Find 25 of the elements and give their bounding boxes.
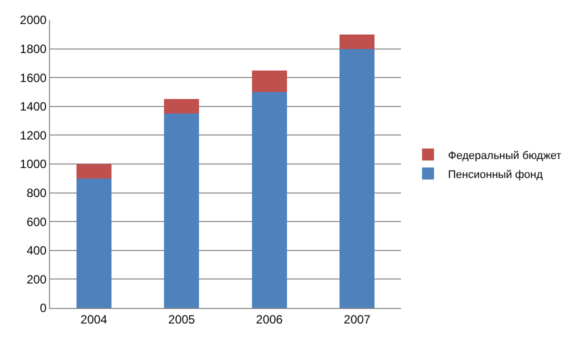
y-tick-label: 1400	[20, 100, 47, 114]
bar	[340, 48, 375, 308]
bar	[164, 99, 200, 114]
y-tick-label: 2000	[20, 13, 47, 28]
y-tick-label: 0	[40, 301, 47, 316]
x-tick-label: 2005	[168, 312, 196, 326]
bar	[252, 70, 287, 92]
y-tick-label: 1800	[20, 42, 47, 56]
bar	[340, 34, 375, 49]
x-tick-label: 2004	[80, 312, 108, 326]
bar	[252, 92, 287, 308]
legend-label: Федеральный бюджет	[448, 150, 562, 162]
bar	[76, 178, 112, 308]
legend-label: Пенсионный фонд	[448, 168, 544, 181]
bar	[76, 164, 112, 178]
y-tick-label: 800	[26, 186, 47, 200]
y-tick-label: 600	[26, 214, 47, 229]
x-tick-label: 2006	[256, 312, 284, 326]
x-tick-label: 2007	[344, 312, 371, 326]
y-tick-label: 200	[26, 272, 47, 286]
y-tick-label: 400	[26, 244, 47, 258]
y-tick-label: 1000	[20, 157, 47, 172]
y-tick-label: 1200	[20, 128, 47, 142]
y-tick-label: 1600	[20, 70, 47, 85]
bar	[164, 114, 200, 308]
